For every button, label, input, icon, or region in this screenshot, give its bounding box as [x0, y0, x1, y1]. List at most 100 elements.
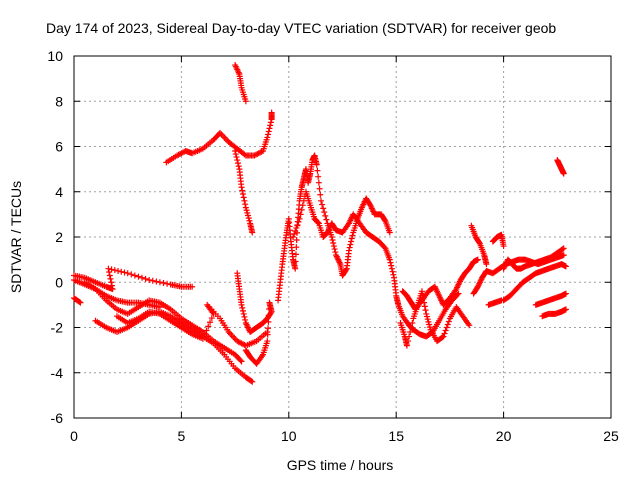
- data-point: [243, 207, 250, 214]
- data-point: [266, 306, 273, 313]
- data-point: [332, 249, 339, 256]
- data-point: [419, 292, 426, 299]
- data-point: [315, 179, 322, 186]
- data-point: [298, 206, 305, 213]
- data-point: [242, 347, 249, 354]
- data-point: [294, 221, 301, 228]
- data-point: [248, 378, 255, 385]
- data-point: [330, 243, 337, 250]
- x-tick-label: 0: [70, 428, 78, 444]
- data-point: [425, 318, 432, 325]
- data-point: [238, 301, 245, 308]
- data-point: [345, 247, 352, 254]
- data-point: [388, 262, 395, 269]
- data-point: [201, 331, 208, 338]
- data-point: [149, 277, 156, 284]
- data-point: [440, 333, 447, 340]
- data-point: [500, 243, 507, 250]
- data-point: [244, 212, 251, 219]
- data-point: [292, 258, 299, 265]
- data-point: [349, 232, 356, 239]
- data-point: [420, 295, 427, 302]
- data-point: [108, 279, 115, 286]
- data-point: [348, 238, 355, 245]
- data-point: [242, 98, 249, 105]
- data-point: [418, 288, 425, 295]
- data-point: [267, 122, 274, 129]
- data-point: [291, 230, 298, 237]
- data-point: [265, 131, 272, 138]
- data-point: [424, 316, 431, 323]
- data-point: [423, 313, 430, 320]
- data-point: [105, 265, 112, 272]
- data-point: [203, 327, 210, 334]
- data-point: [483, 261, 490, 268]
- y-tick-label: -2: [51, 320, 64, 336]
- data-point: [562, 306, 569, 313]
- data-point: [109, 286, 116, 293]
- data-point: [560, 252, 567, 259]
- data-point: [441, 330, 448, 337]
- data-point: [292, 227, 299, 234]
- data-point: [421, 303, 428, 310]
- data-point: [403, 342, 410, 349]
- data-point: [328, 234, 335, 240]
- data-point: [189, 283, 196, 290]
- data-point: [235, 163, 242, 170]
- x-axis-label: GPS time / hours: [287, 457, 394, 473]
- data-point: [296, 215, 303, 222]
- data-point: [233, 154, 240, 161]
- data-point: [238, 358, 245, 365]
- data-point: [454, 291, 461, 298]
- data-point: [240, 310, 247, 317]
- data-point: [295, 218, 302, 225]
- data-point: [292, 251, 299, 258]
- data-point: [232, 151, 239, 158]
- data-point: [128, 271, 135, 278]
- data-point: [330, 240, 337, 247]
- data-point: [388, 265, 395, 272]
- data-point: [315, 173, 322, 180]
- y-tick-label: 10: [47, 48, 63, 64]
- data-point: [107, 275, 114, 282]
- data-point: [243, 348, 250, 355]
- data-point: [343, 266, 350, 273]
- data-point: [439, 334, 446, 341]
- data-point: [242, 204, 249, 211]
- data-point: [265, 128, 272, 135]
- data-point: [331, 246, 338, 253]
- data-point: [239, 307, 246, 314]
- data-point: [249, 229, 256, 236]
- data-point: [347, 241, 354, 248]
- data-point: [108, 266, 115, 273]
- data-point: [409, 319, 416, 326]
- data-point: [264, 331, 271, 338]
- data-point: [560, 245, 567, 252]
- data-point: [323, 216, 330, 223]
- data-point: [77, 299, 84, 306]
- data-point: [111, 267, 118, 274]
- data-point: [321, 209, 328, 216]
- data-point: [199, 335, 206, 342]
- data-point: [139, 274, 146, 281]
- data-point: [426, 321, 433, 328]
- data-point: [241, 313, 248, 320]
- data-point: [76, 298, 83, 305]
- data-point: [474, 256, 481, 263]
- x-tick-label: 5: [178, 428, 186, 444]
- chart-title: Day 174 of 2023, Sidereal Day-to-day VTE…: [46, 20, 556, 36]
- data-point: [239, 187, 246, 194]
- data-point: [293, 224, 300, 231]
- data-point: [265, 312, 272, 319]
- x-tick-label: 25: [603, 428, 619, 444]
- data-point: [405, 338, 412, 345]
- data-point: [268, 109, 275, 116]
- x-tick-label: 20: [496, 428, 512, 444]
- data-point: [241, 197, 248, 204]
- data-point: [455, 290, 462, 297]
- data-points: [71, 62, 569, 385]
- data-point: [118, 268, 125, 275]
- data-point: [562, 263, 569, 270]
- grid-lines: [74, 56, 611, 418]
